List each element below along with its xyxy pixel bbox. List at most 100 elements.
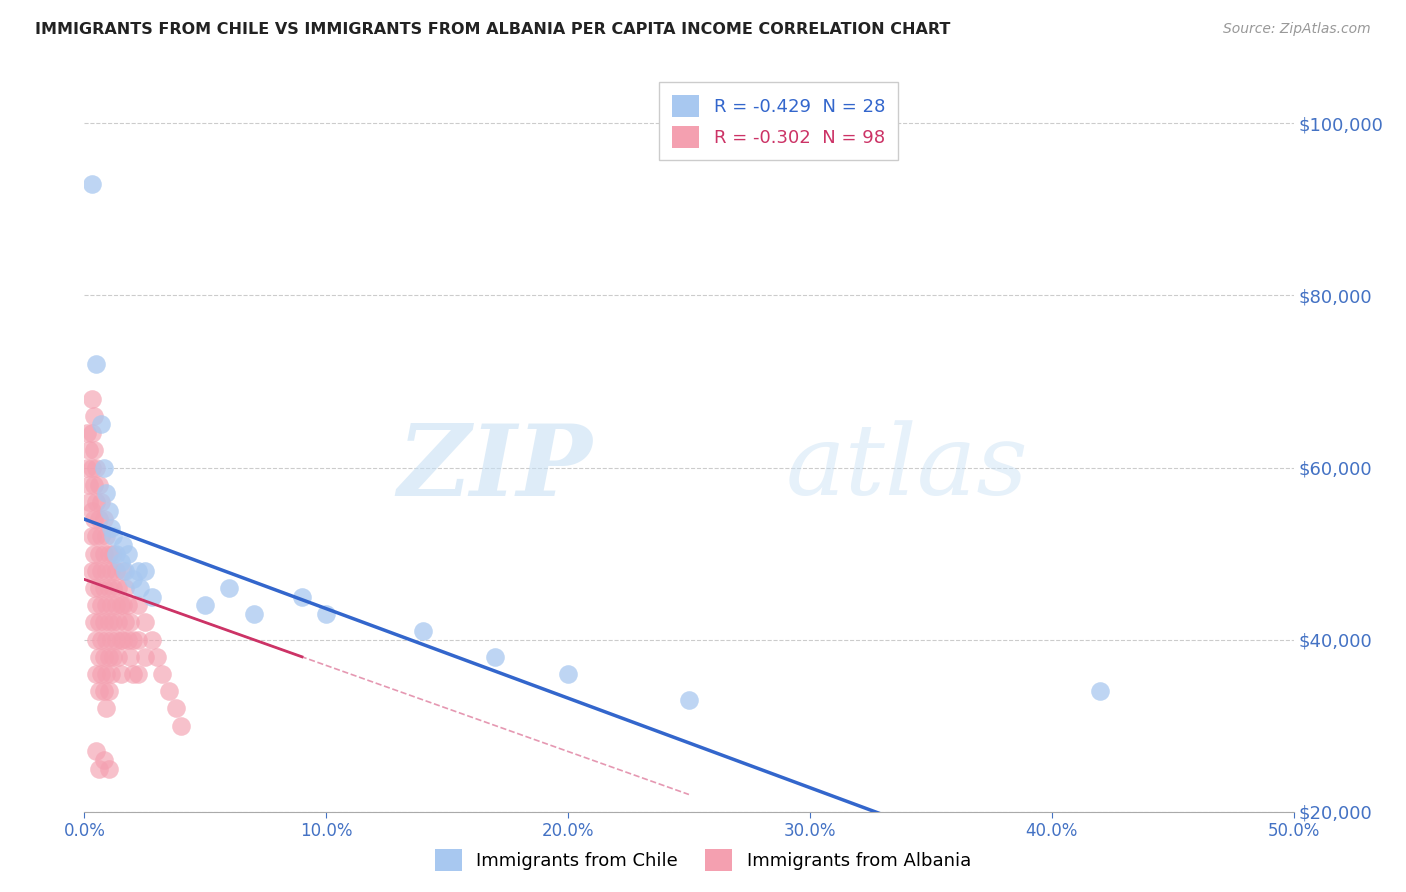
Point [93, 684, 115, 698]
Point [165, 701, 187, 715]
Point [97, 581, 120, 595]
Point [315, 607, 337, 621]
Point [87, 615, 110, 630]
Point [114, 615, 136, 630]
Point [100, 598, 122, 612]
Point [87, 477, 110, 491]
Point [141, 632, 163, 647]
Point [121, 573, 143, 587]
Point [80, 529, 103, 543]
Point [103, 547, 125, 561]
Point [97, 615, 120, 630]
Point [86, 598, 108, 612]
Point [87, 649, 110, 664]
Point [141, 590, 163, 604]
Point [86, 357, 108, 371]
Point [94, 598, 117, 612]
Point [83, 477, 105, 491]
Point [87, 581, 110, 595]
Point [103, 649, 125, 664]
Point [93, 547, 115, 561]
Point [97, 547, 120, 561]
Point [97, 503, 120, 517]
Point [127, 632, 149, 647]
Point [76, 426, 98, 441]
Point [94, 701, 117, 715]
Point [90, 529, 112, 543]
Point [86, 564, 108, 578]
Point [117, 547, 139, 561]
Point [114, 581, 136, 595]
Point [120, 649, 142, 664]
Point [90, 667, 112, 681]
Point [83, 615, 105, 630]
Point [86, 460, 108, 475]
Point [112, 538, 135, 552]
Point [103, 581, 125, 595]
Point [117, 632, 139, 647]
Legend: R = -0.429  N = 28, R = -0.302  N = 98: R = -0.429 N = 28, R = -0.302 N = 98 [659, 82, 897, 161]
Point [127, 598, 149, 612]
Point [110, 667, 132, 681]
Point [121, 632, 143, 647]
Point [86, 744, 108, 758]
Point [93, 512, 115, 526]
Point [76, 460, 98, 475]
Point [110, 555, 132, 569]
Point [93, 581, 115, 595]
Legend: Immigrants from Chile, Immigrants from Albania: Immigrants from Chile, Immigrants from A… [427, 842, 979, 879]
Point [110, 632, 132, 647]
Point [77, 443, 100, 458]
Point [83, 581, 105, 595]
Point [93, 649, 115, 664]
Point [90, 495, 112, 509]
Point [146, 649, 169, 664]
Point [218, 581, 240, 595]
Point [94, 667, 117, 681]
Point [104, 598, 127, 612]
Point [97, 762, 120, 776]
Point [86, 495, 108, 509]
Text: atlas: atlas [786, 420, 1028, 516]
Point [87, 762, 110, 776]
Point [157, 684, 180, 698]
Point [104, 632, 127, 647]
Point [87, 547, 110, 561]
Point [77, 495, 100, 509]
Point [129, 581, 152, 595]
Point [80, 392, 103, 406]
Text: ZIP: ZIP [398, 420, 592, 516]
Point [86, 632, 108, 647]
Point [412, 624, 434, 638]
Point [87, 512, 110, 526]
Point [87, 684, 110, 698]
Point [107, 649, 129, 664]
Point [83, 409, 105, 423]
Text: Source: ZipAtlas.com: Source: ZipAtlas.com [1223, 22, 1371, 37]
Point [100, 667, 122, 681]
Point [120, 615, 142, 630]
Point [127, 667, 149, 681]
Point [83, 443, 105, 458]
Point [86, 667, 108, 681]
Point [93, 615, 115, 630]
Point [170, 719, 193, 733]
Point [90, 417, 112, 432]
Point [86, 529, 108, 543]
Point [134, 615, 156, 630]
Point [134, 564, 156, 578]
Point [127, 564, 149, 578]
Point [80, 503, 103, 517]
Point [484, 649, 506, 664]
Point [242, 607, 264, 621]
Point [90, 632, 112, 647]
Point [80, 460, 103, 475]
Point [104, 564, 127, 578]
Point [194, 598, 217, 612]
Point [107, 581, 129, 595]
Text: IMMIGRANTS FROM CHILE VS IMMIGRANTS FROM ALBANIA PER CAPITA INCOME CORRELATION C: IMMIGRANTS FROM CHILE VS IMMIGRANTS FROM… [35, 22, 950, 37]
Point [77, 477, 100, 491]
Point [557, 667, 579, 681]
Point [100, 564, 122, 578]
Point [112, 632, 135, 647]
